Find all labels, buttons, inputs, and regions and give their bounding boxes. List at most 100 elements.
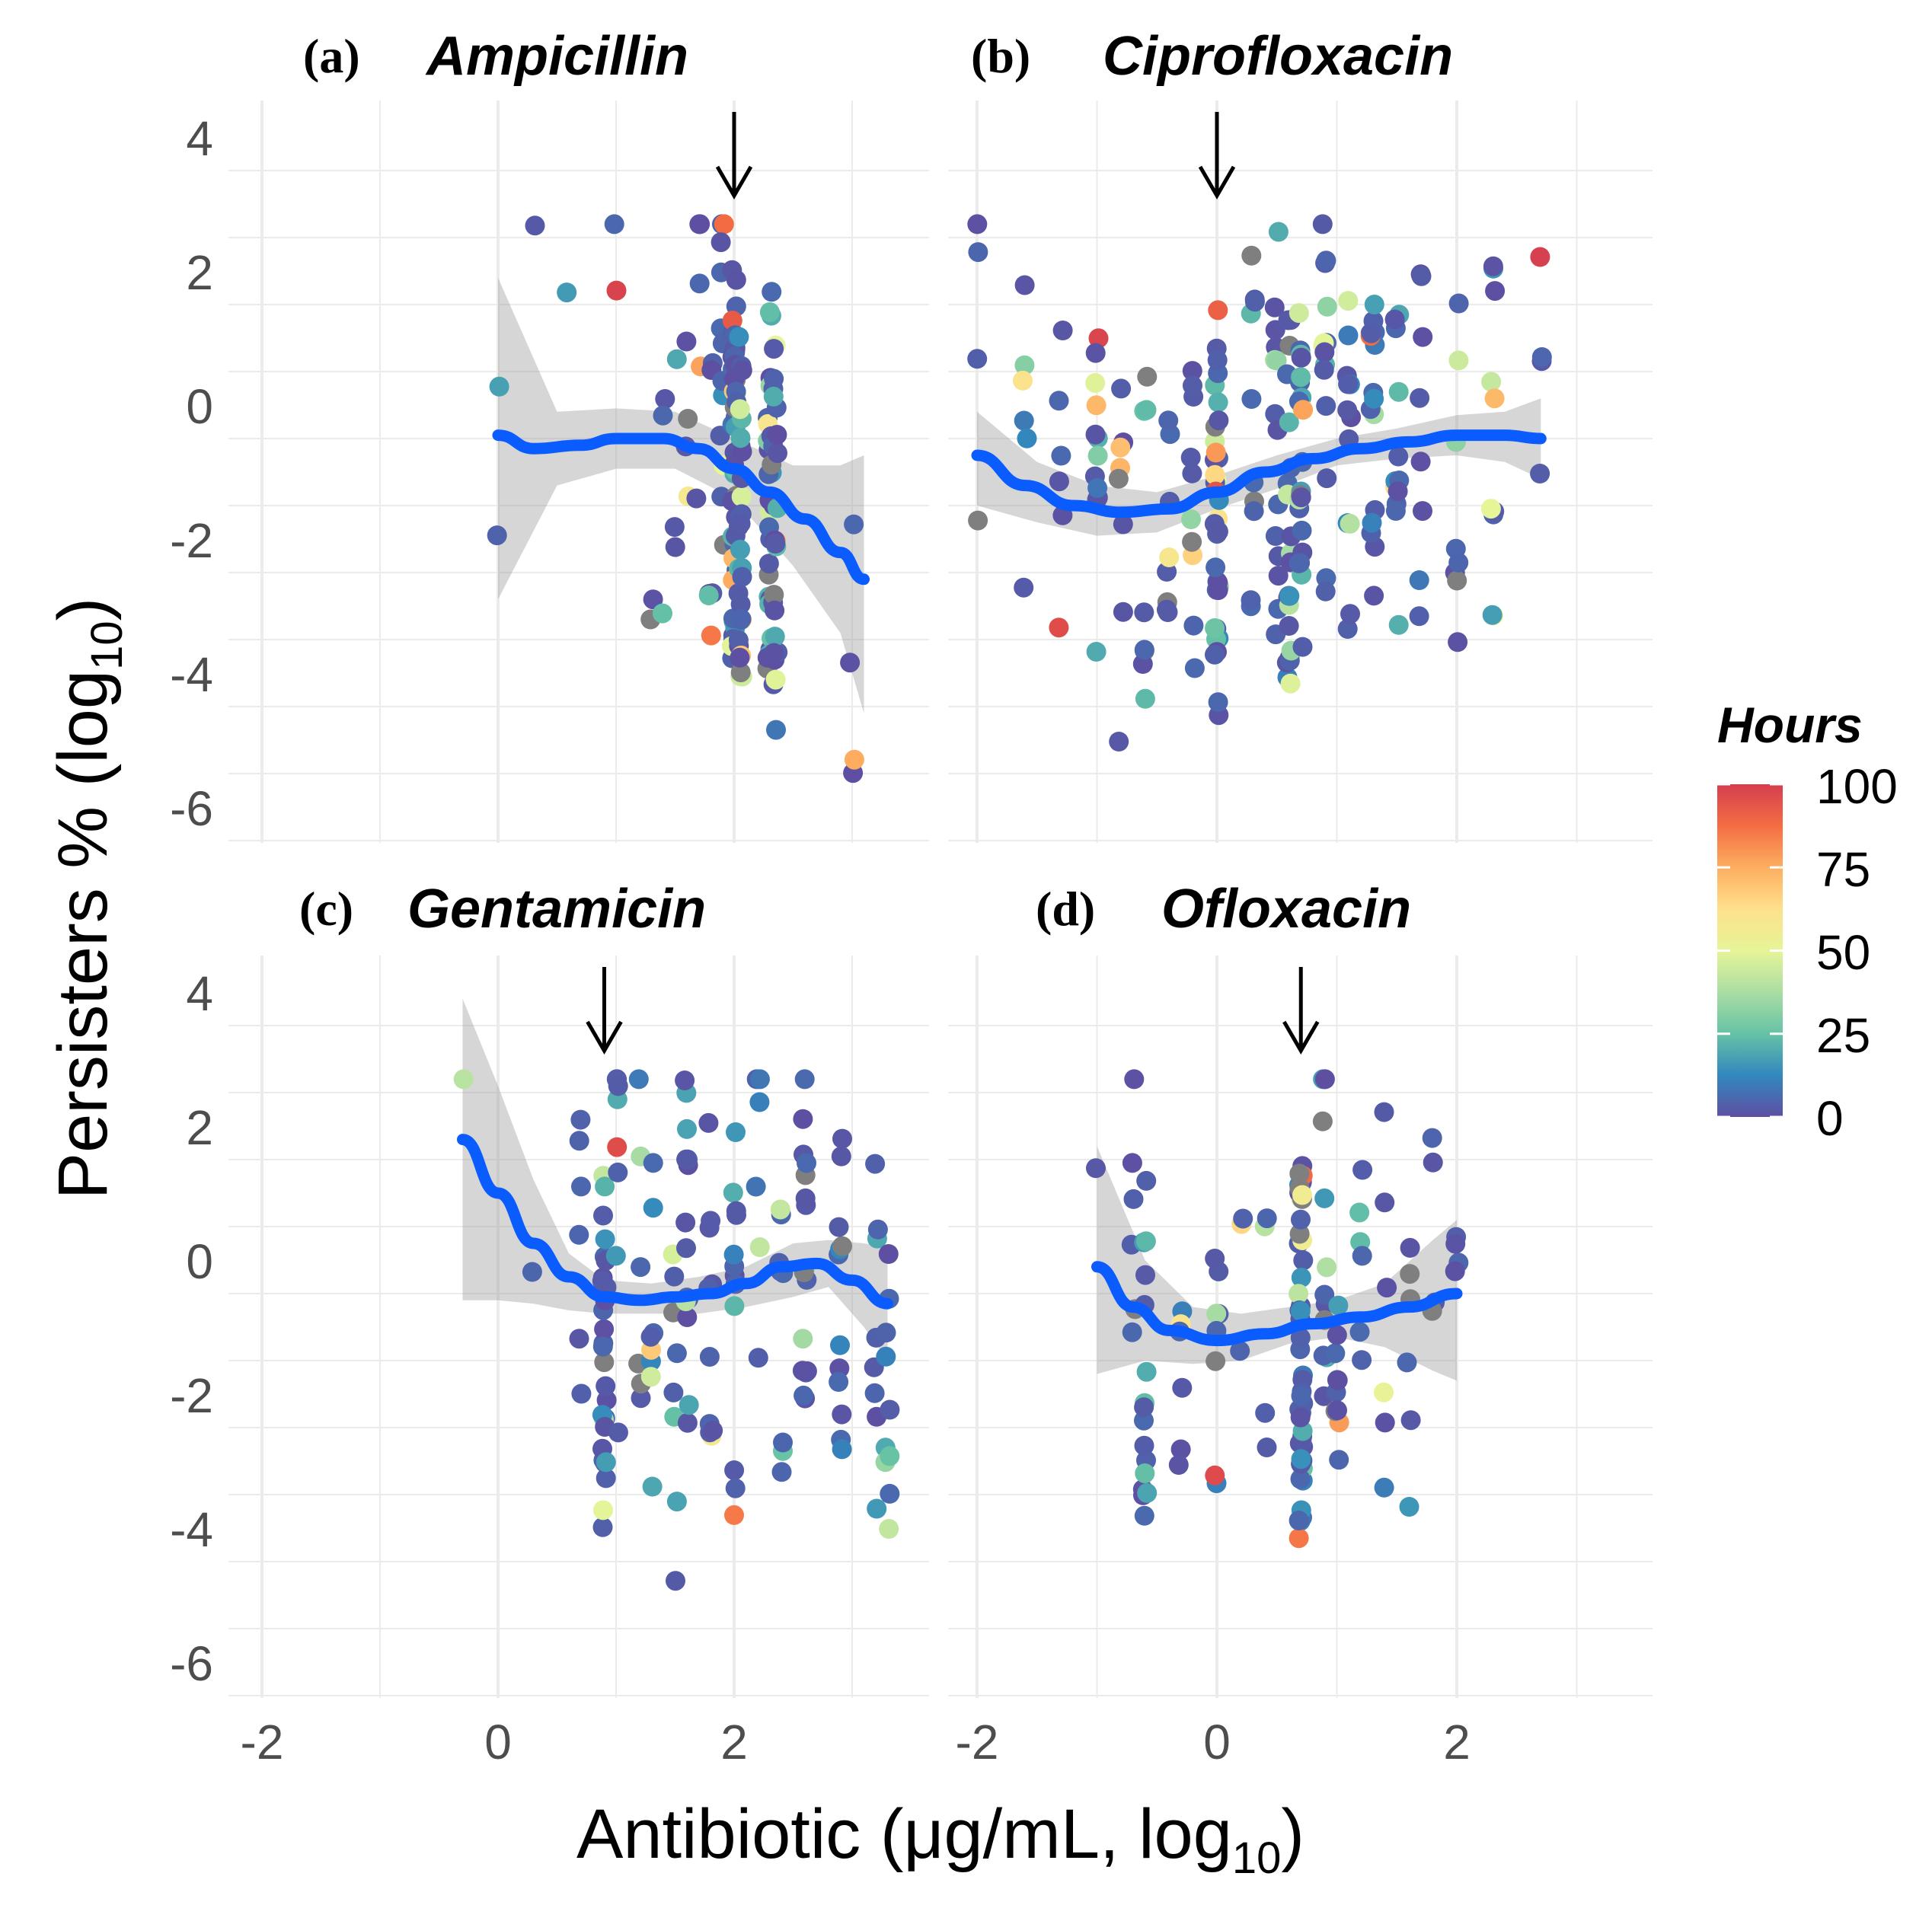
data-point-gentamicin xyxy=(640,1367,661,1387)
data-point-ciprofloxacin xyxy=(1208,392,1228,413)
data-point-gentamicin xyxy=(569,1131,589,1151)
data-point-ofloxacin xyxy=(1374,1102,1394,1122)
data-point-gentamicin xyxy=(749,1092,770,1112)
data-point-ampicillin xyxy=(730,399,750,420)
x-axis-title-sub: 10 xyxy=(1232,1833,1282,1883)
data-point-ciprofloxacin xyxy=(1244,501,1264,522)
data-point-ciprofloxacin xyxy=(1388,481,1408,502)
data-point-ciprofloxacin xyxy=(1086,642,1107,662)
ytick-bottom-4: 4 xyxy=(186,966,213,1021)
data-point-ampicillin xyxy=(711,232,731,253)
data-point-gentamicin xyxy=(607,1137,628,1157)
data-point-ampicillin xyxy=(557,282,577,303)
points-gentamicin xyxy=(453,1069,900,1591)
data-point-ampicillin xyxy=(678,409,698,429)
data-point-ciprofloxacin xyxy=(1482,605,1502,625)
data-point-ofloxacin xyxy=(1255,1402,1276,1423)
data-point-ciprofloxacin xyxy=(1315,581,1336,601)
data-point-ampicillin xyxy=(764,585,784,605)
data-point-gentamicin xyxy=(867,1219,888,1240)
panel-ciprofloxacin xyxy=(948,101,1653,843)
data-point-gentamicin xyxy=(675,1071,695,1090)
data-point-gentamicin xyxy=(724,1296,745,1316)
data-point-ciprofloxacin xyxy=(1208,522,1228,542)
data-point-gentamicin xyxy=(723,1182,743,1203)
data-point-ofloxacin xyxy=(1122,1153,1142,1173)
data-point-gentamicin xyxy=(608,1076,628,1096)
data-point-ciprofloxacin xyxy=(1293,400,1314,420)
data-point-ciprofloxacin xyxy=(1136,400,1157,420)
data-point-ciprofloxacin xyxy=(1531,347,1552,367)
data-point-gentamicin xyxy=(643,1153,663,1173)
data-point-gentamicin xyxy=(666,1492,687,1512)
data-point-ofloxacin xyxy=(1205,1249,1225,1268)
data-point-ciprofloxacin xyxy=(1289,303,1309,324)
ytick-bottom-2: 2 xyxy=(186,1100,213,1155)
data-point-gentamicin xyxy=(724,1460,745,1480)
data-point-ampicillin xyxy=(729,327,749,347)
data-point-ciprofloxacin xyxy=(1384,309,1405,330)
data-point-ofloxacin xyxy=(1312,1111,1333,1131)
data-point-ofloxacin xyxy=(1135,1265,1155,1285)
data-point-ciprofloxacin xyxy=(1338,291,1359,311)
mic-arrow-gentamicin xyxy=(586,967,623,1055)
data-point-gentamicin xyxy=(723,1244,744,1265)
data-point-ciprofloxacin xyxy=(1279,412,1299,432)
data-point-ampicillin xyxy=(722,311,742,330)
data-point-ciprofloxacin xyxy=(1289,553,1309,573)
data-point-ciprofloxacin xyxy=(1337,619,1358,639)
legend-ticks xyxy=(1717,783,1783,1118)
data-point-ciprofloxacin xyxy=(967,349,988,369)
data-point-gentamicin xyxy=(773,1432,793,1453)
data-point-gentamicin xyxy=(865,1154,886,1174)
data-point-gentamicin xyxy=(748,1348,768,1368)
data-point-ciprofloxacin xyxy=(1280,673,1301,694)
data-point-ciprofloxacin xyxy=(1052,321,1073,340)
data-point-gentamicin xyxy=(663,1382,684,1402)
data-point-ciprofloxacin xyxy=(1180,448,1201,467)
data-point-ampicillin xyxy=(764,643,784,663)
data-point-ampicillin xyxy=(730,539,750,560)
data-point-ciprofloxacin xyxy=(1410,452,1431,472)
data-point-gentamicin xyxy=(724,1505,744,1525)
data-point-ciprofloxacin xyxy=(1085,424,1106,445)
data-point-ofloxacin xyxy=(1445,1261,1465,1281)
data-point-ofloxacin xyxy=(1291,1386,1311,1406)
mic-arrow-ofloxacin xyxy=(1282,967,1320,1055)
data-point-ciprofloxacin xyxy=(1209,410,1229,431)
data-point-ampicillin xyxy=(840,653,861,673)
data-point-ampicillin xyxy=(765,600,785,621)
data-point-ciprofloxacin xyxy=(1364,295,1384,314)
data-point-ampicillin xyxy=(676,331,697,352)
y-axis-title: Persisters % (log10) xyxy=(44,598,132,1199)
data-point-ciprofloxacin xyxy=(1208,692,1228,713)
data-point-ofloxacin xyxy=(1137,1482,1158,1503)
ytick-bottom-0: 0 xyxy=(186,1234,213,1289)
data-point-ampicillin xyxy=(689,273,710,294)
legend-label-75: 75 xyxy=(1816,842,1870,897)
legend-title: Hours xyxy=(1717,697,1863,753)
data-point-ofloxacin xyxy=(1377,1278,1397,1298)
data-point-ofloxacin xyxy=(1445,1233,1466,1254)
data-point-gentamicin xyxy=(631,1257,651,1278)
data-point-ampicillin xyxy=(664,517,685,538)
data-point-ciprofloxacin xyxy=(1137,366,1158,387)
data-point-ampicillin xyxy=(714,214,734,235)
points-ampicillin xyxy=(487,214,864,783)
data-point-gentamicin xyxy=(679,1395,699,1415)
data-point-ampicillin xyxy=(730,428,751,448)
data-point-gentamicin xyxy=(631,1388,651,1409)
data-point-ciprofloxacin xyxy=(1113,601,1133,622)
data-point-ciprofloxacin xyxy=(1266,350,1287,371)
data-point-ampicillin xyxy=(844,514,864,534)
data-point-ciprofloxacin xyxy=(1265,526,1285,546)
panel-title-gentamicin: Gentamicin xyxy=(407,879,706,940)
data-point-ciprofloxacin xyxy=(1208,300,1228,321)
data-point-gentamicin xyxy=(830,1335,850,1355)
data-point-ofloxacin xyxy=(1352,1160,1373,1180)
data-point-ciprofloxacin xyxy=(1314,359,1334,380)
data-point-ofloxacin xyxy=(1292,1185,1312,1205)
confidence-band-ampicillin xyxy=(498,277,864,713)
data-point-gentamicin xyxy=(703,1420,723,1441)
data-point-gentamicin xyxy=(794,1385,814,1406)
